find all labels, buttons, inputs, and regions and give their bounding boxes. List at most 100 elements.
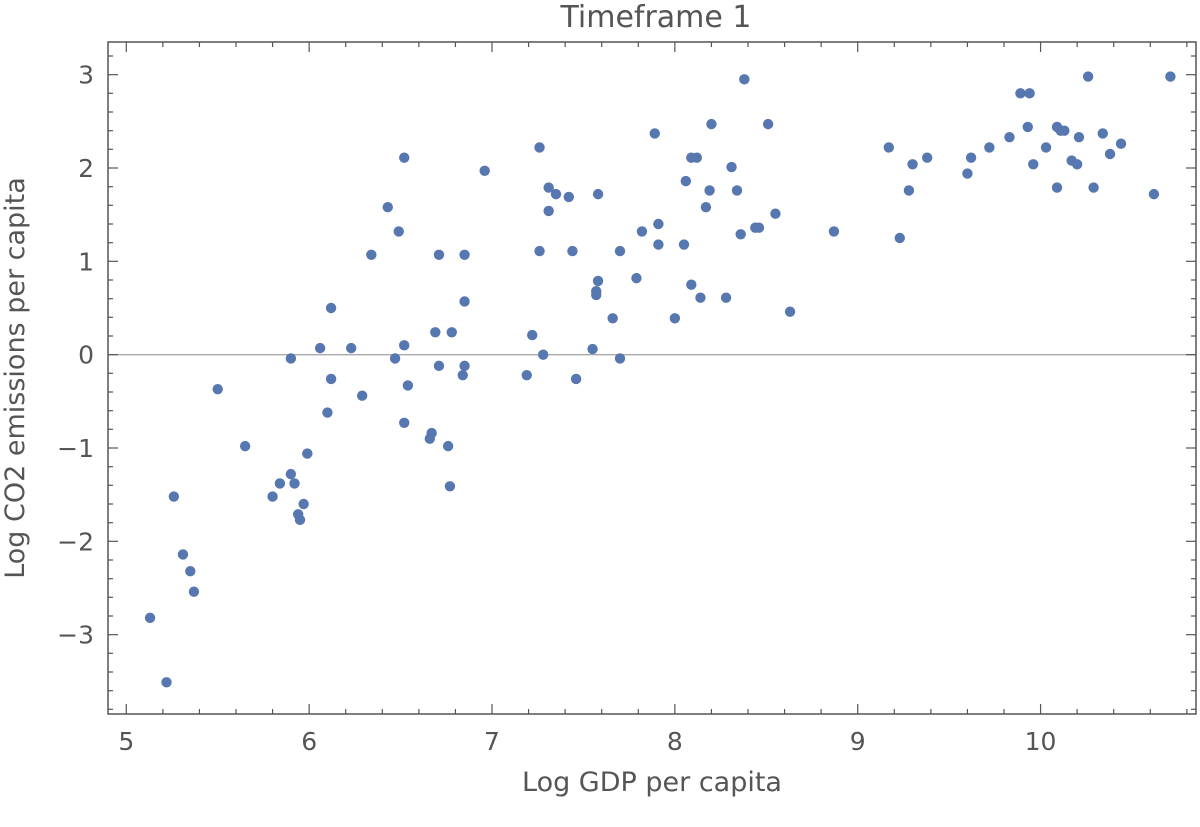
data-point bbox=[399, 152, 410, 163]
data-point bbox=[325, 373, 337, 385]
data-point bbox=[433, 249, 445, 260]
data-point bbox=[653, 239, 664, 250]
data-point bbox=[534, 142, 545, 153]
data-point bbox=[459, 296, 470, 307]
data-point bbox=[267, 491, 278, 502]
y-tick-label: 0 bbox=[78, 341, 94, 370]
data-point bbox=[700, 202, 712, 213]
data-point bbox=[1028, 159, 1039, 170]
data-point bbox=[177, 549, 189, 560]
data-point bbox=[962, 168, 973, 179]
data-point bbox=[430, 327, 441, 338]
y-tick-label: −1 bbox=[57, 434, 94, 463]
data-point bbox=[239, 440, 251, 452]
data-point bbox=[903, 185, 915, 196]
data-point bbox=[1051, 182, 1063, 193]
data-point bbox=[534, 245, 545, 257]
data-point bbox=[1022, 121, 1033, 133]
data-point bbox=[984, 142, 995, 153]
data-point bbox=[285, 353, 297, 364]
data-point bbox=[678, 239, 690, 250]
data-point bbox=[784, 306, 796, 317]
data-point bbox=[631, 272, 642, 284]
y-tick-label: −2 bbox=[57, 527, 94, 556]
data-point bbox=[907, 159, 918, 170]
data-point bbox=[1115, 138, 1127, 149]
data-point bbox=[614, 353, 626, 364]
data-point bbox=[366, 249, 377, 260]
data-point bbox=[426, 427, 437, 439]
data-point bbox=[695, 292, 706, 303]
data-point bbox=[1148, 188, 1160, 200]
data-point bbox=[274, 478, 286, 489]
data-point bbox=[680, 175, 692, 187]
data-point bbox=[607, 313, 618, 324]
plot-frame bbox=[107, 41, 1197, 715]
data-point bbox=[325, 302, 337, 314]
data-point bbox=[965, 152, 977, 163]
data-point bbox=[212, 384, 223, 395]
data-point bbox=[144, 612, 156, 624]
data-point bbox=[587, 343, 598, 355]
data-point bbox=[1165, 71, 1176, 82]
data-point bbox=[567, 245, 578, 257]
x-axis-title: Log GDP per capita bbox=[522, 767, 782, 798]
data-point bbox=[894, 232, 905, 244]
data-point bbox=[735, 229, 746, 240]
data-point bbox=[704, 185, 715, 196]
data-point bbox=[188, 586, 200, 597]
data-point bbox=[185, 566, 196, 577]
y-tick-label: 2 bbox=[78, 154, 94, 183]
data-point bbox=[1088, 182, 1099, 193]
data-point bbox=[302, 448, 313, 459]
x-tick-label: 5 bbox=[118, 727, 134, 756]
data-point bbox=[570, 373, 582, 385]
data-point bbox=[527, 329, 538, 341]
data-point bbox=[346, 342, 357, 354]
data-point bbox=[726, 161, 737, 173]
data-point bbox=[399, 340, 410, 351]
data-point bbox=[389, 353, 401, 364]
data-point bbox=[402, 380, 414, 391]
data-point bbox=[1015, 88, 1026, 99]
x-tick-label: 8 bbox=[667, 727, 683, 756]
y-tick-label: −3 bbox=[57, 621, 94, 650]
data-point bbox=[592, 275, 604, 287]
data-point bbox=[1004, 132, 1015, 143]
y-axis-title: Log CO2 emissions per capita bbox=[0, 177, 31, 579]
y-tick-label: 3 bbox=[78, 61, 94, 90]
data-point bbox=[538, 349, 549, 360]
data-point bbox=[720, 292, 732, 303]
data-point bbox=[592, 188, 604, 200]
data-point bbox=[636, 226, 648, 237]
data-point bbox=[614, 245, 626, 257]
data-point bbox=[285, 468, 297, 480]
data-point bbox=[322, 407, 333, 418]
data-point bbox=[314, 342, 326, 354]
data-point bbox=[399, 417, 410, 428]
data-point bbox=[753, 222, 765, 233]
data-point bbox=[446, 327, 457, 338]
data-point bbox=[828, 226, 840, 237]
y-tick-label: 1 bbox=[78, 247, 94, 276]
data-point bbox=[393, 226, 404, 237]
data-point bbox=[459, 360, 470, 372]
data-point bbox=[1059, 125, 1070, 136]
data-point bbox=[883, 142, 894, 153]
x-tick-label: 7 bbox=[484, 727, 500, 756]
data-point bbox=[1104, 148, 1116, 160]
data-point bbox=[1097, 128, 1108, 139]
data-point bbox=[669, 313, 681, 324]
data-point bbox=[442, 440, 454, 452]
data-point bbox=[770, 208, 781, 219]
data-point bbox=[1082, 71, 1094, 82]
data-point bbox=[289, 478, 300, 489]
data-point bbox=[563, 191, 574, 203]
data-point bbox=[543, 182, 554, 193]
x-tick-label: 9 bbox=[850, 727, 866, 756]
data-point bbox=[543, 205, 554, 217]
data-point bbox=[691, 152, 702, 163]
data-point bbox=[922, 152, 933, 163]
data-point bbox=[161, 677, 172, 688]
data-point bbox=[382, 202, 393, 213]
